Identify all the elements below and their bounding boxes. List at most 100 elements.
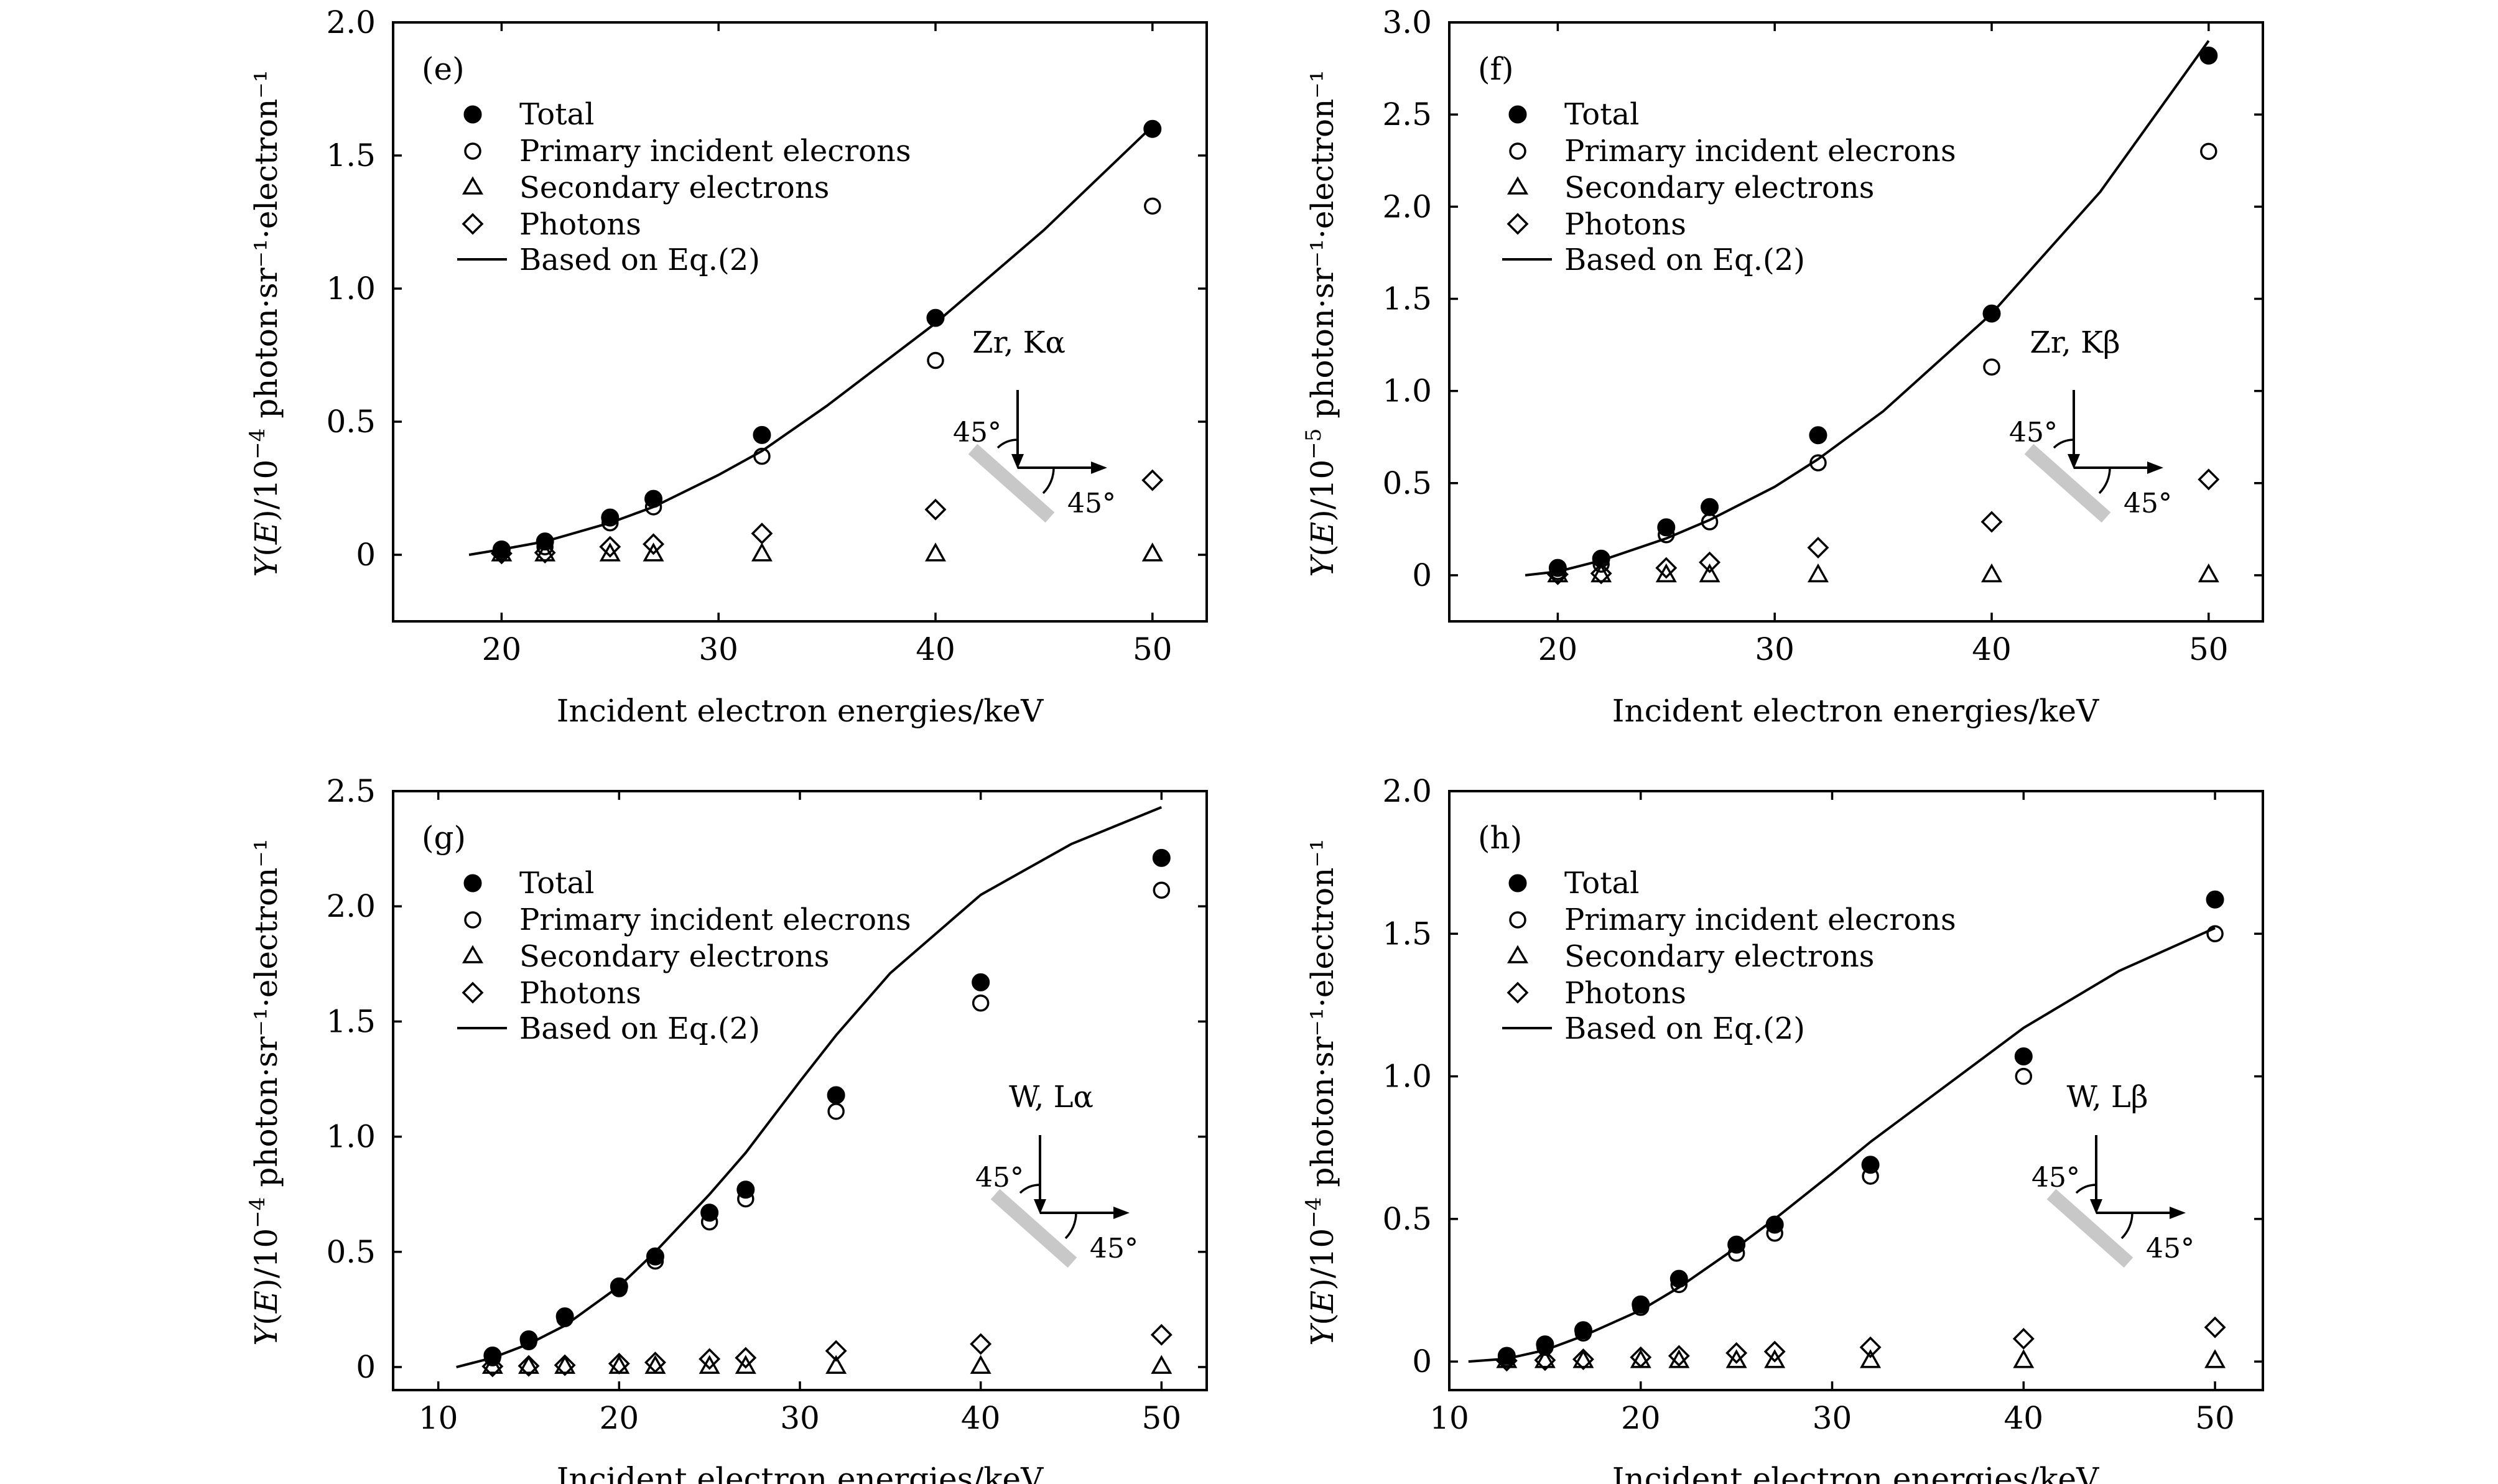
data-point-total xyxy=(646,1247,664,1266)
data-point-total xyxy=(2199,46,2218,65)
x-tick-label: 50 xyxy=(1142,1400,1182,1436)
y-tick-label: 2.0 xyxy=(326,4,376,40)
target-surface xyxy=(2046,1189,2134,1268)
data-point-photons xyxy=(554,1354,576,1376)
data-point-primary-incident-elecrons xyxy=(601,514,619,532)
x-axis-label: Incident electron energies/keV xyxy=(557,1461,1044,1484)
data-point-primary-incident-elecrons xyxy=(1536,1338,1554,1356)
plot-frame xyxy=(392,21,1208,623)
x-tick-label: 50 xyxy=(2195,1400,2235,1436)
detector-arrowhead-icon xyxy=(1113,1207,1130,1219)
legend-marker-secondary xyxy=(1507,945,1529,963)
data-point-primary-incident-elecrons xyxy=(1809,454,1827,471)
legend-label-photons: Photons xyxy=(519,207,641,242)
line-annotation: W, Lα xyxy=(1009,1080,1093,1115)
legend: Total Primary incident elecrons Secondar… xyxy=(1502,97,1956,277)
data-point-total xyxy=(1765,1215,1784,1234)
data-point-secondary-electrons xyxy=(2013,1349,2035,1368)
data-point-primary-incident-elecrons xyxy=(1574,1324,1592,1342)
data-point-secondary-electrons xyxy=(1655,563,1677,583)
panel-label: (f) xyxy=(1478,51,1514,87)
y-tick-label: 1.5 xyxy=(326,1003,376,1039)
legend: Total Primary incident elecrons Secondar… xyxy=(457,866,911,1046)
x-tick-label: 10 xyxy=(1429,1400,1469,1436)
legend-marker-secondary xyxy=(1507,176,1529,195)
target-surface xyxy=(968,443,1055,523)
data-point-secondary-electrons xyxy=(751,542,773,562)
legend-marker-photons xyxy=(1507,981,1529,1004)
data-point-primary-incident-elecrons xyxy=(972,995,990,1012)
geometry-inset: 45° 45° xyxy=(2031,1135,2194,1268)
data-point-primary-incident-elecrons xyxy=(1670,1276,1688,1294)
y-tick-label: 1.0 xyxy=(1382,1059,1432,1095)
legend-label-model: Based on Eq.(2) xyxy=(519,243,760,277)
y-axis-label-unit: photon·sr⁻¹·electron⁻¹ xyxy=(1304,70,1340,428)
legend-label-total: Total xyxy=(1564,866,1639,901)
x-tick-label: 40 xyxy=(916,631,955,667)
takeoff-angle-arc xyxy=(1042,467,1055,494)
data-point-total xyxy=(1809,426,1827,445)
data-point-primary-incident-elecrons xyxy=(1632,1299,1650,1316)
data-point-primary-incident-elecrons xyxy=(827,1103,845,1120)
data-point-secondary-electrons xyxy=(599,542,621,562)
data-point-primary-incident-elecrons xyxy=(1153,881,1171,899)
data-point-photons xyxy=(1141,469,1164,491)
y-tick-label: 0 xyxy=(1412,557,1432,593)
data-point-total xyxy=(972,973,990,991)
data-point-primary-incident-elecrons xyxy=(737,1190,755,1208)
data-point-total xyxy=(1669,1269,1688,1288)
data-point-photons xyxy=(1980,511,2003,533)
target-surface xyxy=(2024,443,2111,523)
legend-label-primary: Primary incident elecrons xyxy=(1564,134,1956,169)
data-point-primary-incident-elecrons xyxy=(753,447,771,465)
data-point-total xyxy=(2014,1047,2033,1065)
data-point-secondary-electrons xyxy=(1860,1349,1882,1368)
legend-marker-total xyxy=(1508,874,1527,893)
panel-g: Y(E)/10−4 photon·sr⁻¹·electron⁻¹ Inciden… xyxy=(245,773,1208,1484)
data-point-photons xyxy=(1807,537,1829,559)
legend-label-secondary: Secondary electrons xyxy=(1564,170,1874,205)
legend-label-primary: Primary incident elecrons xyxy=(1564,902,1956,937)
panel-label: (h) xyxy=(1478,820,1522,856)
y-tick-label: 0.5 xyxy=(1382,1201,1432,1237)
legend-marker-photons xyxy=(462,213,484,235)
legend-marker-total xyxy=(1508,105,1527,124)
y-tick-label: 1.5 xyxy=(1382,281,1432,317)
incidence-angle-arc xyxy=(1019,1184,1041,1194)
y-axis-label-unit: photon·sr⁻¹·electron⁻¹ xyxy=(1304,838,1340,1197)
line-annotation: W, Lβ xyxy=(2066,1080,2148,1115)
data-point-secondary-electrons xyxy=(518,1355,539,1374)
y-axis-label: Y(E)/10−4 photon·sr⁻¹·electron⁻¹ xyxy=(245,70,284,577)
data-point-primary-incident-elecrons xyxy=(1144,197,1161,215)
data-point-primary-incident-elecrons xyxy=(610,1280,628,1297)
y-axis-label-unit: photon·sr⁻¹·electron⁻¹ xyxy=(248,838,284,1197)
data-point-photons xyxy=(751,522,773,545)
legend-label-secondary: Secondary electrons xyxy=(519,170,829,205)
model-curve-line xyxy=(468,125,1154,556)
legend-label-photons: Photons xyxy=(519,976,641,1011)
legend-label-total: Total xyxy=(1564,97,1639,132)
x-axis-label: Incident electron energies/keV xyxy=(1612,693,2099,729)
panel-label: (g) xyxy=(422,820,466,856)
detector-arrowhead-icon xyxy=(2147,461,2163,474)
legend-label-total: Total xyxy=(519,97,594,132)
x-tick-label: 20 xyxy=(482,631,522,667)
x-tick-label: 40 xyxy=(961,1400,1001,1436)
data-point-secondary-electrons xyxy=(1699,563,1720,583)
x-tick-label: 50 xyxy=(1133,631,1172,667)
y-tick-label: 1.5 xyxy=(326,137,376,174)
data-point-photons xyxy=(481,1355,504,1378)
incident-arrowhead-icon xyxy=(1011,454,1024,469)
y-tick-label: 0.5 xyxy=(1382,465,1432,501)
y-axis-label: Y(E)/10−4 photon·sr⁻¹·electron⁻¹ xyxy=(245,838,284,1345)
y-axis-label: Y(E)/10−5 photon·sr⁻¹·electron⁻¹ xyxy=(1301,70,1340,577)
data-point-photons xyxy=(1630,1346,1652,1368)
incidence-angle-label: 45° xyxy=(975,1162,1024,1194)
x-tick-label: 50 xyxy=(2189,631,2229,667)
panel-label: (e) xyxy=(422,51,465,87)
incidence-angle-arc xyxy=(2075,1184,2097,1194)
data-point-secondary-electrons xyxy=(1572,1349,1594,1368)
data-point-photons xyxy=(970,1333,992,1355)
legend-label-model: Based on Eq.(2) xyxy=(1564,243,1805,277)
geometry-inset: 45° 45° xyxy=(975,1135,1138,1268)
